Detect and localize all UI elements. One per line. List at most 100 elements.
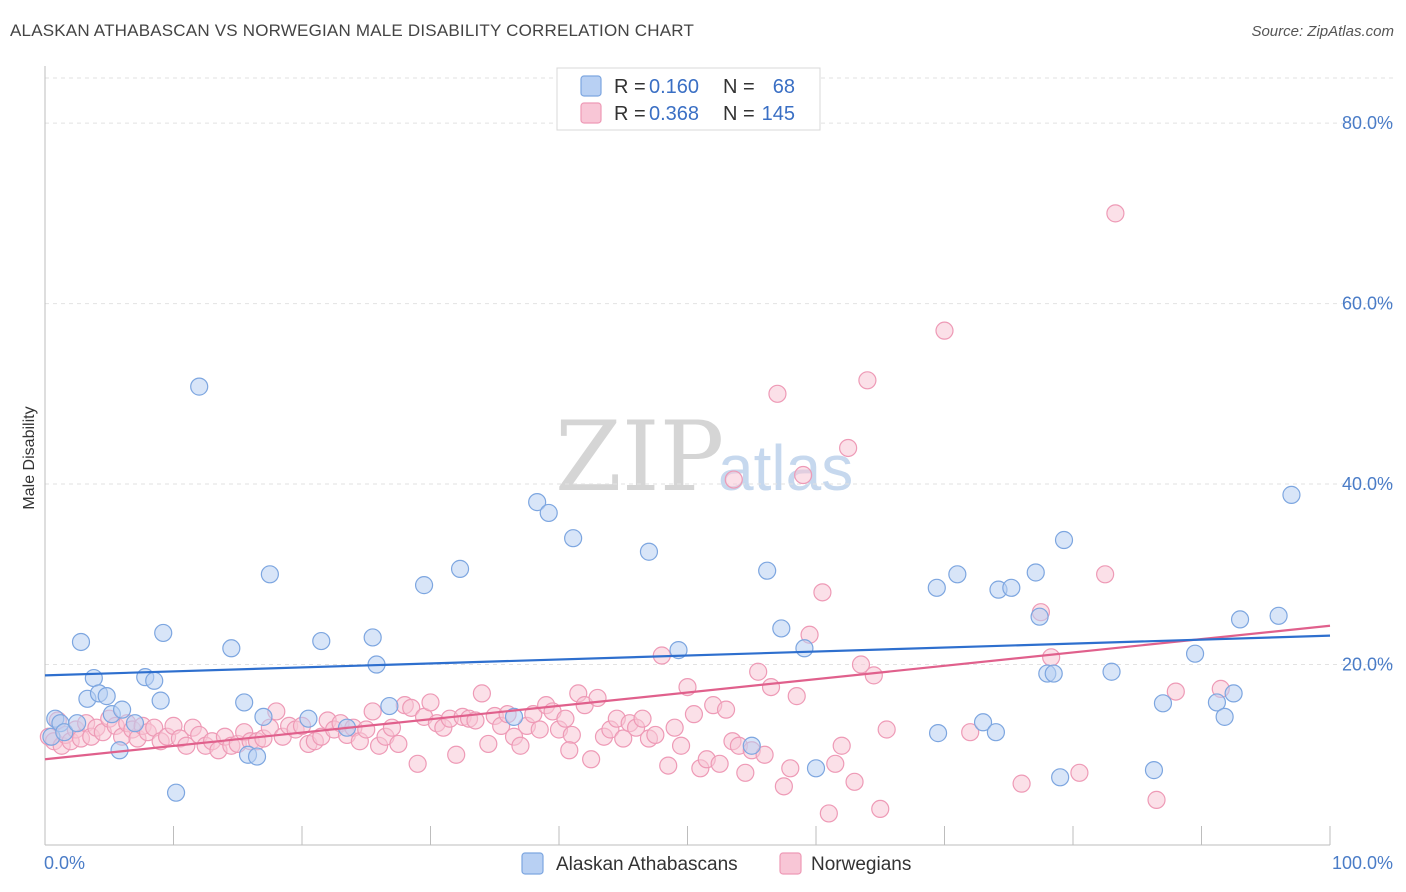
norwegians-point-138 [1042,648,1061,667]
legend-swatch-norwegians [580,102,602,124]
norwegians-point-132 [871,799,890,819]
athabascans-point-64 [1224,684,1243,703]
athabascans-point-18 [166,783,186,802]
legend-r-label-norwegians: R = [614,103,646,125]
norwegians-point-93 [614,729,633,748]
norwegians-point-104 [684,705,704,724]
series-legend-swatch-norwegians [779,852,802,875]
athabascans-point-57 [1054,530,1074,550]
norwegians-point-130 [858,371,877,390]
norwegians-point-63 [421,693,440,712]
athabascans-point-48 [973,713,993,732]
athabascans-point-39 [669,640,688,660]
norwegians-point-133 [877,720,896,739]
athabascans-point-59 [1144,761,1164,780]
norwegians-point-126 [832,736,851,755]
norwegians-point-53 [357,720,376,739]
norwegians-point-136 [1012,774,1031,793]
norwegians-point-77 [511,736,530,755]
norwegians-point-114 [749,662,768,681]
athabascans-point-20 [222,639,241,658]
norwegians-point-139 [1070,763,1089,782]
legend-r-value-athabascans: 0.160 [649,76,699,98]
norwegians-point-71 [472,684,491,703]
norwegians-point-115 [755,745,774,764]
athabascans-point-43 [795,639,814,658]
athabascans-point-12 [112,700,132,719]
athabascans-point-15 [145,671,164,690]
athabascans-point-3 [55,723,74,742]
athabascans-point-66 [1269,606,1288,625]
series-legend-swatch-athabascans [521,852,544,875]
norwegians-point-128 [845,772,864,791]
norwegians-point-145 [560,741,579,760]
norwegians-point-100 [659,756,678,775]
athabascans-point-60 [1153,694,1173,713]
athabascans-point-49 [986,723,1006,742]
norwegians-point-140 [1096,565,1115,584]
legend-r-value-norwegians: 0.368 [649,103,699,125]
athabascans-point-40 [742,736,761,755]
chart-title: ALASKAN ATHABASCAN VS NORWEGIAN MALE DIS… [10,21,695,40]
y-tick-label-40: 40.0% [1342,474,1393,494]
watermark-atlas: atlas [718,432,853,504]
legend-n-value-norwegians: 145 [762,103,795,125]
athabascans-point-45 [927,578,946,597]
athabascans-point-63 [1215,707,1234,726]
norwegians-point-119 [781,759,800,778]
norwegians-point-134 [935,321,954,340]
athabascans-point-51 [1002,578,1021,597]
norwegians-point-125 [826,754,845,773]
athabascans-point-46 [928,724,948,743]
norwegians-point-98 [646,725,665,745]
x-tick-label-max: 100.0% [1332,853,1393,873]
trend-line-athabascans [44,634,1331,677]
athabascans-point-4 [68,714,87,733]
norwegians-point-112 [736,763,755,782]
series-athabascans-points [42,377,1301,802]
x-axis-ticks [44,826,1331,845]
athabascans-point-56 [1051,768,1070,787]
series-norwegians-points [39,204,1230,823]
y-axis-tick-labels: 20.0% 40.0% 60.0% 80.0% [1342,113,1393,674]
norwegians-point-131 [864,666,883,685]
athabascans-point-34 [504,707,524,726]
source-credit: Source: ZipAtlas.com [1251,23,1394,40]
athabascans-point-36 [539,503,558,523]
athabascans-point-58 [1102,662,1121,681]
athabascans-point-16 [151,691,170,710]
norwegians-point-58 [389,734,408,754]
legend: R = 0.160 N = 68 R = 0.368 N = 145 [556,67,821,131]
norwegians-point-142 [1147,790,1166,809]
athabascans-point-32 [414,576,434,595]
athabascans-point-41 [758,561,777,580]
norwegians-point-124 [819,804,838,823]
norwegians-point-118 [774,777,793,796]
athabascans-point-24 [254,707,273,726]
athabascans-point-9 [97,687,116,706]
athabascans-point-17 [154,623,173,643]
series-legend-label-athabascans: Alaskan Athabascans [556,854,738,875]
athabascans-point-61 [1185,644,1205,663]
norwegians-point-117 [768,384,787,403]
grid-lines [45,77,1393,666]
athabascans-point-33 [450,559,470,578]
norwegians-point-80 [530,720,549,739]
athabascans-point-52 [1026,563,1045,582]
y-tick-label-80: 80.0% [1342,113,1393,133]
x-tick-label-min: 0.0% [44,853,85,873]
athabascans-point-47 [948,565,967,584]
norwegians-point-123 [813,583,832,602]
norwegians-point-89 [588,688,607,708]
norwegians-point-85 [562,725,581,745]
athabascans-point-26 [299,709,318,728]
athabascans-point-21 [235,693,254,712]
trend-lines [44,624,1331,761]
athabascans-point-37 [564,529,583,548]
y-tick-label-20: 20.0% [1342,655,1393,675]
legend-n-value-athabascans: 68 [773,76,795,98]
norwegians-point-143 [1166,682,1185,701]
athabascans-point-7 [84,668,103,688]
athabascans-point-13 [125,714,145,733]
